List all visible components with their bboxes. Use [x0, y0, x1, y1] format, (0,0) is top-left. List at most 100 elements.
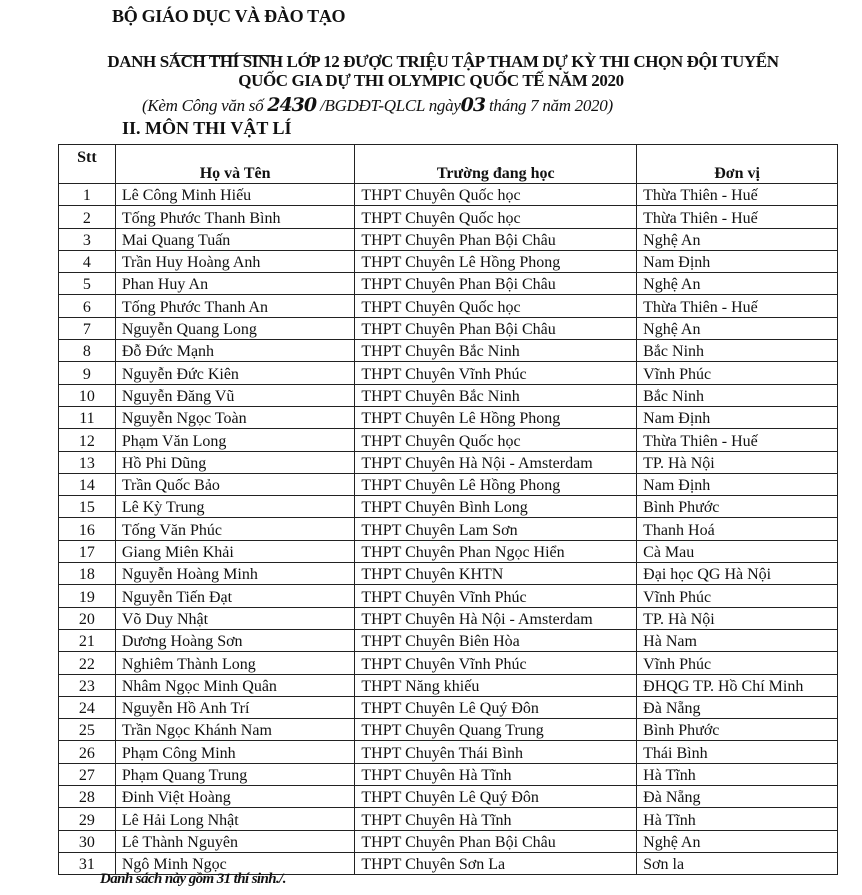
candidate-name: Nhâm Ngọc Minh Quân [114, 673, 356, 697]
table-row: 14 Trần Quốc Bảo THPT Chuyên Lê Hồng Phong… [58, 472, 838, 497]
row-number: 11 [58, 405, 116, 430]
unit: Vĩnh Phúc [636, 651, 838, 675]
row-number: 2 [58, 205, 116, 229]
school: THPT Chuyên Hà Nội - Amsterdam [354, 606, 638, 630]
row-number: 17 [58, 539, 116, 564]
table-row: 2 Tống Phước Thanh Bình THPT Chuyên Quốc h… [58, 205, 838, 229]
school: THPT Chuyên Phan Bội Châu [354, 316, 638, 341]
row-number: 21 [58, 628, 116, 653]
school: THPT Chuyên Hà Tĩnh [354, 807, 638, 831]
table-row: 24 Nguyễn Hồ Anh Trí THPT Chuyên Lê Quý Đô… [58, 695, 838, 720]
school: THPT Chuyên Quốc học [354, 205, 638, 229]
school: THPT Chuyên Hà Nội - Amsterdam [354, 450, 638, 474]
row-number: 1 [58, 182, 116, 207]
candidate-name: Nghiêm Thành Long [114, 651, 356, 675]
footer-note: Danh sách này gồm 31 thí sinh./. [100, 871, 286, 887]
table-row: 18 Nguyễn Hoàng Minh THPT Chuyên KHTN Đại h… [58, 562, 838, 586]
school: THPT Chuyên Hà Tĩnh [354, 762, 638, 787]
school: THPT Chuyên Lam Sơn [354, 517, 638, 541]
table-row: 9 Nguyễn Đức Kiên THPT Chuyên Vĩnh Phúc Vĩn… [58, 361, 838, 385]
column-header-stt: Stt [58, 144, 116, 184]
school: THPT Chuyên Quốc học [354, 428, 638, 452]
unit: Nghệ An [636, 316, 838, 341]
row-number: 14 [58, 472, 116, 497]
table-row: 23 Nhâm Ngọc Minh Quân THPT Năng khiếu ĐHQG… [58, 673, 838, 697]
candidate-name: Phạm Văn Long [114, 428, 356, 452]
table-row: 17 Giang Miên Khải THPT Chuyên Phan Ngọc H… [58, 539, 838, 564]
candidate-name: Mai Quang Tuấn [114, 227, 356, 251]
table-row: 20 Võ Duy Nhật THPT Chuyên Hà Nội - Amster… [58, 606, 838, 630]
school: THPT Năng khiếu [354, 673, 638, 697]
row-number: 6 [58, 294, 116, 318]
table-row: 15 Lê Kỳ Trung THPT Chuyên Bình Long Bình P… [58, 495, 838, 519]
table-row: 16 Tống Văn Phúc THPT Chuyên Lam Sơn Thanh … [58, 517, 838, 541]
row-number: 26 [58, 740, 116, 764]
ministry-underline [170, 55, 275, 56]
school: THPT Chuyên Bình Long [354, 495, 638, 519]
table-row: 5 Phan Huy An THPT Chuyên Phan Bội Châu Ngh… [58, 272, 838, 296]
table-row: 6 Tống Phước Thanh An THPT Chuyên Quốc học… [58, 294, 838, 318]
row-number: 28 [58, 785, 116, 809]
unit: Nam Định [636, 472, 838, 497]
row-number: 20 [58, 606, 116, 630]
table-row: 11 Nguyễn Ngọc Toàn THPT Chuyên Lê Hồng Ph… [58, 405, 838, 430]
school: THPT Chuyên Lê Hồng Phong [354, 249, 638, 274]
school: THPT Chuyên Lê Quý Đôn [354, 695, 638, 720]
school: THPT Chuyên Phan Ngọc Hiển [354, 539, 638, 564]
school: THPT Chuyên Bắc Ninh [354, 383, 638, 407]
candidate-name: Tống Văn Phúc [114, 517, 356, 541]
candidate-name: Đinh Việt Hoàng [114, 785, 356, 809]
school: THPT Chuyên Biên Hòa [354, 628, 638, 653]
candidate-name: Nguyễn Đăng Vũ [114, 383, 356, 407]
row-number: 10 [58, 383, 116, 407]
unit: Thừa Thiên - Huế [636, 205, 838, 229]
unit: Nghệ An [636, 829, 838, 853]
document-title-line-1: DANH SÁCH THÍ SINH LỚP 12 ĐƯỢC TRIỆU TẬP… [107, 52, 779, 71]
row-number: 13 [58, 450, 116, 474]
subtitle-prefix: (Kèm Công văn số [142, 96, 268, 115]
candidate-name: Trần Ngọc Khánh Nam [114, 718, 356, 742]
row-number: 4 [58, 249, 116, 274]
candidate-name: Lê Công Minh Hiếu [114, 182, 356, 207]
school: THPT Chuyên Lê Quý Đôn [354, 785, 638, 809]
column-header-name: Họ và Tên [114, 144, 356, 184]
table-row: 31 Ngô Minh Ngọc THPT Chuyên Sơn La Sơn la [58, 851, 838, 876]
unit: Đại học QG Hà Nội [636, 562, 838, 586]
candidate-name: Phạm Công Minh [114, 740, 356, 764]
candidate-name: Nguyễn Quang Long [114, 316, 356, 341]
section-heading: II. MÔN THI VẬT LÍ [122, 118, 292, 138]
table-row: 25 Trần Ngọc Khánh Nam THPT Chuyên Quang T… [58, 718, 838, 742]
row-number: 31 [58, 851, 116, 876]
candidate-name: Võ Duy Nhật [114, 606, 356, 630]
table-row: 30 Lê Thành Nguyên THPT Chuyên Phan Bội Ch… [58, 829, 838, 853]
candidate-name: Nguyễn Đức Kiên [114, 361, 356, 385]
candidate-name: Nguyễn Hồ Anh Trí [114, 695, 356, 720]
unit: TP. Hà Nội [636, 606, 838, 630]
school: THPT Chuyên Sơn La [354, 851, 638, 876]
unit: Hà Tĩnh [636, 762, 838, 787]
candidate-name: Tống Phước Thanh Bình [114, 205, 356, 229]
row-number: 18 [58, 562, 116, 586]
table-row: 3 Mai Quang Tuấn THPT Chuyên Phan Bội Châu… [58, 227, 838, 251]
row-number: 7 [58, 316, 116, 341]
school: THPT Chuyên Vĩnh Phúc [354, 651, 638, 675]
unit: Bắc Ninh [636, 383, 838, 407]
unit: Bình Phước [636, 495, 838, 519]
table-row: 7 Nguyễn Quang Long THPT Chuyên Phan Bội C… [58, 316, 838, 341]
candidate-name: Ngô Minh Ngọc [114, 851, 356, 876]
unit: Vĩnh Phúc [636, 584, 838, 608]
unit: Vĩnh Phúc [636, 361, 838, 385]
document-title-line-2: QUỐC GIA DỰ THI OLYMPIC QUỐC TẾ NĂM 2020 [238, 71, 624, 90]
candidate-name: Phan Huy An [114, 272, 356, 296]
row-number: 23 [58, 673, 116, 697]
unit: Bắc Ninh [636, 339, 838, 363]
subtitle-middle: /BGDĐT-QLCL ngày [316, 96, 461, 115]
candidate-name: Lê Hải Long Nhật [114, 807, 356, 831]
table-row: 27 Phạm Quang Trung THPT Chuyên Hà Tĩnh Hà … [58, 762, 838, 787]
ministry-name: BỘ GIÁO DỤC VÀ ĐÀO TẠO [112, 6, 346, 26]
school: THPT Chuyên KHTN [354, 562, 638, 586]
unit: Sơn la [636, 851, 838, 876]
school: THPT Chuyên Bắc Ninh [354, 339, 638, 363]
unit: Thái Bình [636, 740, 838, 764]
row-number: 30 [58, 829, 116, 853]
